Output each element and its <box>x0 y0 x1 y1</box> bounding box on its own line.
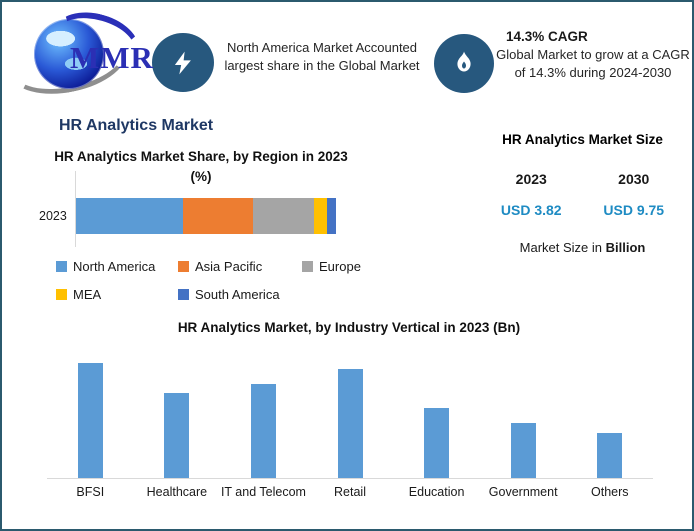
bar-segment-europe <box>252 198 314 234</box>
bar-column-bfsi <box>47 363 134 478</box>
legend-swatch-north-america <box>56 261 67 272</box>
legend-swatch-asia-pacific <box>178 261 189 272</box>
bar-segment-north-america <box>76 198 183 234</box>
bar-column-others <box>566 433 653 478</box>
category-label-bfsi: BFSI <box>76 485 105 499</box>
highlight-left-text: North America Market Accounted largest s… <box>224 40 420 74</box>
bar-segment-mea <box>313 198 327 234</box>
legend-swatch-europe <box>302 261 313 272</box>
cagr-description: Global Market to grow at a CAGR of 14.3%… <box>496 47 690 81</box>
legend-item-south-america: South America <box>178 287 302 302</box>
region-chart-title: HR Analytics Market Share, by Region in … <box>54 149 348 185</box>
bar-others <box>597 433 623 478</box>
region-share-chart: HR Analytics Market Share, by Region in … <box>35 147 367 307</box>
region-y-axis-line <box>75 171 76 247</box>
category-label-education: Education <box>408 485 465 499</box>
year-2023-label: 2023 <box>515 171 547 187</box>
bar-bfsi <box>77 363 103 478</box>
globe-icon <box>34 19 104 89</box>
legend-label: North America <box>73 259 156 274</box>
market-size-title: HR Analytics Market Size <box>502 132 663 147</box>
legend-item-mea: MEA <box>56 287 178 302</box>
value-2030: USD 9.75 <box>603 202 665 218</box>
bar-government <box>510 423 536 478</box>
legend-item-asia-pacific: Asia Pacific <box>178 259 302 274</box>
industry-labels: BFSI Healthcare IT and Telecom Retail Educat… <box>47 485 653 499</box>
category-label-government: Government <box>488 485 558 499</box>
bar-column-it-and-telecom <box>220 384 307 478</box>
market-size-years: 2023 2030 <box>480 171 685 187</box>
year-2030-label: 2030 <box>618 171 650 187</box>
legend-swatch-south-america <box>178 289 189 300</box>
bar-healthcare <box>164 393 190 478</box>
bar-segment-south-america <box>326 198 336 234</box>
logo-text: MMR <box>70 40 154 75</box>
category-label-others: Others <box>591 485 629 499</box>
page-title: HR Analytics Market <box>59 117 214 134</box>
bar-it-and-telecom <box>250 384 276 478</box>
flame-icon <box>457 51 471 71</box>
highlight-right: 14.3% CAGR Global Market to grow at a CA… <box>496 29 690 82</box>
lightning-badge <box>152 33 214 92</box>
region-legend: North America Asia Pacific Europe MEA South … <box>56 259 367 302</box>
bar-segment-asia-pacific <box>182 198 253 234</box>
industry-vertical-chart: HR Analytics Market, by Industry Vertica… <box>2 320 692 529</box>
bar-column-education <box>393 408 480 478</box>
market-size-footer: Market Size in Billion <box>480 240 685 255</box>
legend-item-europe: Europe <box>302 259 367 274</box>
market-size-panel: HR Analytics Market Size 2023 2030 USD 3… <box>480 132 685 255</box>
lightning-icon <box>174 51 191 74</box>
category-label-retail: Retail <box>334 485 366 499</box>
legend-label: MEA <box>73 287 102 302</box>
mmr-logo: MMR <box>2 2 166 104</box>
value-2023: USD 3.82 <box>500 202 562 218</box>
market-size-values: USD 3.82 USD 9.75 <box>480 202 685 218</box>
legend-label: Asia Pacific <box>195 259 263 274</box>
category-label-it-and-telecom: IT and Telecom <box>220 485 306 499</box>
bar-column-government <box>480 423 567 478</box>
legend-item-north-america: North America <box>56 259 178 274</box>
bar-column-healthcare <box>134 393 221 478</box>
footer-unit: Billion <box>605 240 646 255</box>
bar-retail <box>337 369 363 478</box>
industry-bars <box>47 362 653 479</box>
region-chart-plot: 2023 <box>35 171 367 247</box>
region-axis-label: 2023 <box>39 209 67 223</box>
industry-chart-title: HR Analytics Market, by Industry Vertica… <box>177 320 521 335</box>
category-label-healthcare: Healthcare <box>146 485 208 499</box>
cagr-heading: 14.3% CAGR <box>506 29 588 44</box>
legend-label: Europe <box>319 259 361 274</box>
flame-badge <box>434 34 494 93</box>
legend-swatch-mea <box>56 289 67 300</box>
region-stacked-bar <box>76 198 336 234</box>
bar-column-retail <box>307 369 394 478</box>
bar-education <box>424 408 450 478</box>
legend-label: South America <box>195 287 280 302</box>
footer-prefix: Market Size in <box>519 240 606 255</box>
